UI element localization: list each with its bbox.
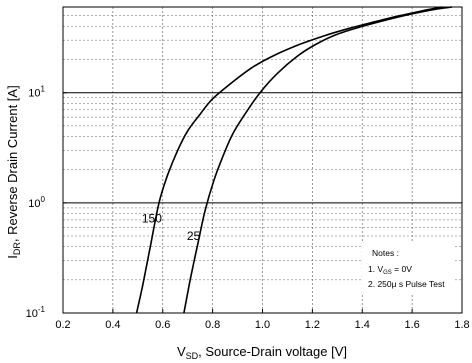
plot-frame — [62, 6, 463, 314]
ticks: 0.2 0.4 0.6 0.8 1.0 1.2 1.4 1.6 1.8 10-1 100 101 — [26, 85, 470, 331]
x-tick-label: 1.2 — [305, 319, 320, 331]
x-tick-label: 0.6 — [155, 319, 170, 331]
y-axis-label-sub: DR — [12, 242, 22, 255]
x-tick-label: 1.0 — [255, 319, 270, 331]
y-tick-label: 100 — [28, 195, 45, 210]
series-line-25 — [183, 6, 453, 314]
y-axis-label-rest: , Reverse Drain Current [A] — [5, 85, 20, 242]
notes-background — [362, 242, 454, 294]
notes-box: Notes : 1. VGS = 0V 2. 250μ s Pulse Test — [362, 242, 454, 294]
x-tick-label: 0.2 — [55, 319, 70, 331]
notes-line-1-prefix: 1. V — [368, 264, 383, 274]
x-tick-label: 0.8 — [205, 319, 220, 331]
x-axis-label-sub: SD — [186, 351, 199, 361]
y-tick-label: 10-1 — [26, 305, 46, 320]
series-line-150 — [135, 6, 443, 314]
x-tick-label: 0.4 — [105, 319, 120, 331]
series-label-150: 150 — [142, 212, 162, 226]
x-tick-label: 1.4 — [355, 319, 370, 331]
notes-line-1-suffix: = 0V — [392, 264, 412, 274]
x-axis-label-main: V — [177, 344, 186, 359]
y-axis-label: IDR, Reverse Drain Current [A] — [5, 85, 22, 258]
notes-line-1-sub: GS — [383, 270, 392, 276]
grid — [63, 7, 462, 313]
y-axis-label-main: I — [5, 255, 20, 259]
x-tick-label: 1.6 — [404, 319, 419, 331]
x-axis-label: VSD, Source-Drain voltage [V] — [177, 344, 347, 361]
series-label-25: 25 — [187, 229, 201, 243]
x-tick-label: 1.8 — [454, 319, 469, 331]
notes-line-2: 2. 250μ s Pulse Test — [368, 279, 445, 289]
notes-line-1: 1. VGS = 0V — [368, 264, 412, 276]
curves — [135, 6, 453, 314]
y-tick-label: 101 — [28, 85, 45, 100]
notes-title: Notes : — [372, 248, 399, 258]
x-axis-label-rest: , Source-Drain voltage [V] — [198, 344, 347, 359]
